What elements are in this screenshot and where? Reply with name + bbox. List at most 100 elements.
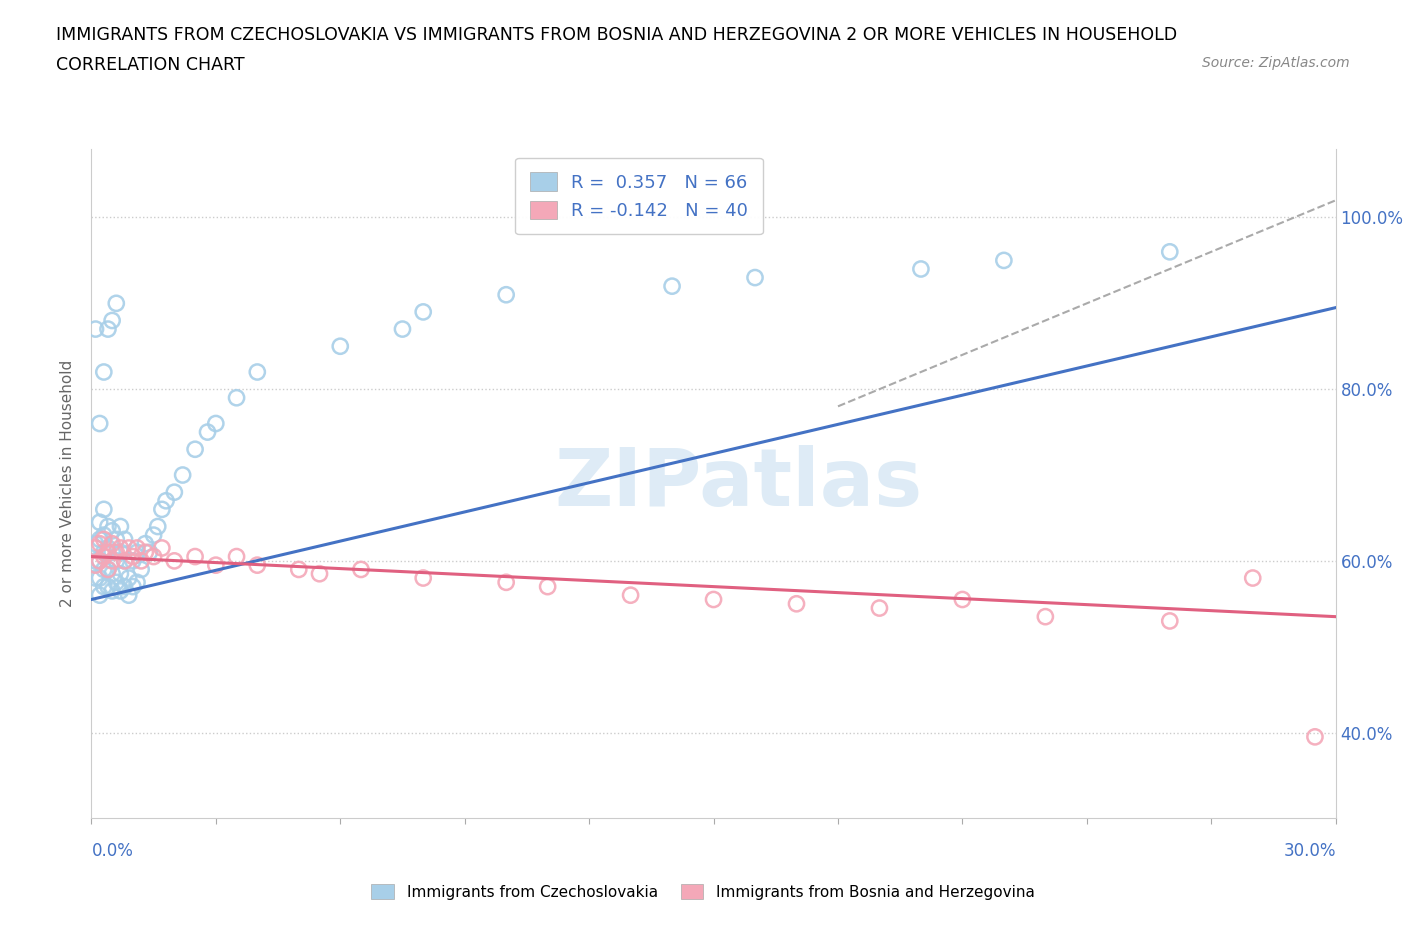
Point [114, 579, 136, 594]
Point [121, 549, 145, 564]
Point [329, 339, 352, 353]
Point [138, 545, 160, 560]
Text: CORRELATION CHART: CORRELATION CHART [56, 56, 245, 73]
Text: IMMIGRANTS FROM CZECHOSLOVAKIA VS IMMIGRANTS FROM BOSNIA AND HERZEGOVINA 2 OR MO: IMMIGRANTS FROM CZECHOSLOVAKIA VS IMMIGR… [56, 26, 1177, 44]
Point [97, 562, 120, 577]
Point [702, 592, 725, 607]
Point [129, 562, 152, 577]
Point [142, 527, 165, 542]
Point [785, 596, 807, 611]
Point [536, 579, 558, 594]
Point [101, 583, 124, 598]
Point [495, 287, 517, 302]
Point [1303, 729, 1326, 744]
Point [89, 553, 111, 568]
Point [110, 545, 132, 560]
Point [125, 540, 148, 555]
Point [97, 545, 120, 560]
Point [89, 588, 111, 603]
Point [89, 571, 111, 586]
Point [246, 365, 269, 379]
Text: 0.0%: 0.0% [91, 842, 134, 860]
Point [118, 588, 141, 603]
Point [118, 571, 141, 586]
Point [184, 549, 207, 564]
Point [495, 575, 517, 590]
Point [97, 579, 120, 594]
Point [412, 571, 434, 586]
Point [101, 566, 124, 581]
Point [97, 562, 120, 577]
Point [110, 566, 132, 581]
Point [150, 540, 173, 555]
Point [97, 519, 120, 534]
Point [350, 562, 373, 577]
Point [744, 270, 766, 285]
Point [1241, 571, 1264, 586]
Point [93, 502, 115, 517]
Point [110, 540, 132, 555]
Point [308, 566, 330, 581]
Point [110, 519, 132, 534]
Point [118, 540, 141, 555]
Point [287, 562, 309, 577]
Point [121, 553, 145, 568]
Point [105, 532, 128, 547]
Point [1159, 245, 1181, 259]
Point [197, 425, 219, 440]
Point [150, 502, 173, 517]
Point [101, 313, 124, 328]
Point [89, 532, 111, 547]
Point [105, 296, 128, 311]
Point [89, 537, 111, 551]
Point [84, 553, 107, 568]
Point [1159, 614, 1181, 629]
Point [225, 549, 247, 564]
Point [89, 553, 111, 568]
Point [93, 579, 115, 594]
Point [105, 575, 128, 590]
Text: ZIPatlas: ZIPatlas [554, 445, 922, 523]
Point [910, 261, 932, 276]
Point [619, 588, 641, 603]
Legend: Immigrants from Czechoslovakia, Immigrants from Bosnia and Herzegovina: Immigrants from Czechoslovakia, Immigran… [366, 877, 1040, 906]
Point [93, 365, 115, 379]
Point [84, 540, 107, 555]
Point [155, 493, 177, 508]
Point [84, 322, 107, 337]
Point [114, 553, 136, 568]
Point [246, 558, 269, 573]
Point [205, 416, 228, 431]
Point [84, 558, 107, 573]
Point [93, 545, 115, 560]
Point [412, 304, 434, 319]
Point [89, 515, 111, 530]
Point [661, 279, 683, 294]
Point [93, 532, 115, 547]
Point [125, 575, 148, 590]
Point [121, 579, 145, 594]
Point [869, 601, 891, 616]
Point [129, 553, 152, 568]
Point [114, 532, 136, 547]
Point [1035, 609, 1057, 624]
Point [163, 485, 186, 499]
Point [142, 549, 165, 564]
Point [110, 583, 132, 598]
Point [97, 322, 120, 337]
Point [134, 537, 156, 551]
Point [89, 416, 111, 431]
Point [93, 527, 115, 542]
Point [950, 592, 973, 607]
Point [205, 558, 228, 573]
Point [93, 549, 115, 564]
Legend: R =  0.357   N = 66, R = -0.142   N = 40: R = 0.357 N = 66, R = -0.142 N = 40 [515, 158, 762, 234]
Point [172, 468, 194, 483]
Y-axis label: 2 or more Vehicles in Household: 2 or more Vehicles in Household [60, 360, 76, 607]
Point [93, 562, 115, 577]
Point [105, 545, 128, 560]
Point [125, 545, 148, 560]
Point [101, 537, 124, 551]
Point [163, 553, 186, 568]
Point [225, 391, 247, 405]
